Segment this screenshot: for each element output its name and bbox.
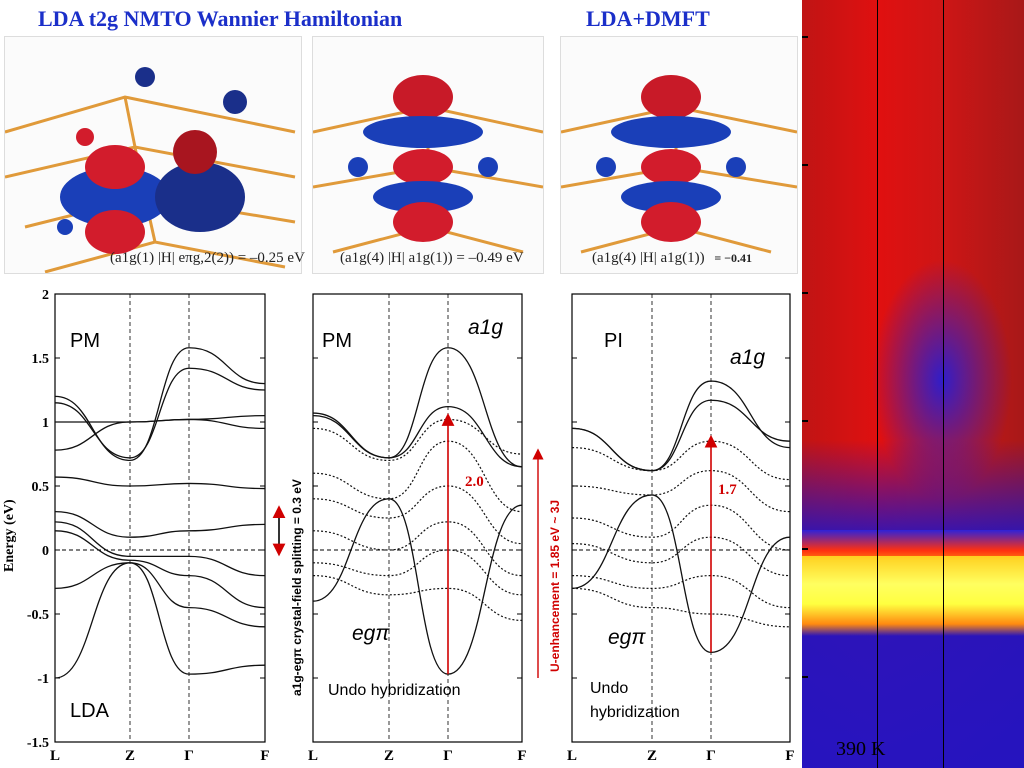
orbital-plot-2 [312,36,544,274]
y-tick-label: 1.5 [32,352,50,367]
orbital-figure-2 [312,75,544,254]
k-point-label: Γ [184,748,194,764]
panel2-tag: PM [322,330,352,352]
k-point-label: Z [647,748,657,764]
y-tick-label: 0.5 [32,480,50,495]
band-line-lda [54,521,266,577]
title-right: LDA+DMFT [586,6,710,31]
panel-frame [312,293,523,743]
band-line-egpi-pi [571,574,791,609]
orbital-plot-3 [560,36,798,274]
y-tick-label: -1.5 [27,736,49,751]
matrix-element-1: (a1g(1) |H| eπg,2(2)) = –0.25 eV [110,250,305,266]
band-line-lda [54,347,266,462]
k-point-label: F [517,748,526,764]
k-point-label: F [260,748,269,764]
matrix-element-3: (a1g(4) |H| a1g(1)) = −0.41 [592,250,752,267]
band-line-lda [54,414,266,451]
title-left-text: LDA t2g NMTO Wannier Hamiltonian [38,6,403,31]
spectral-qp-band [802,556,1024,636]
band-line-egpi-pi [571,470,791,513]
band-line-lda [54,562,266,628]
panel2-orbital-top: a1g [468,316,504,339]
band-line-lda [54,530,266,609]
spectral-divider-1 [877,0,878,768]
orbital-figure-3 [560,75,798,254]
band-line-lda [54,510,266,538]
band-line-lda [54,367,266,459]
temperature-label: 390 K [836,738,886,760]
panel3-orbital-bottom: egπ [608,626,646,649]
crystal-field-label: a1g-egπ crystal-field splitting = 0.3 eV [290,479,304,696]
k-point-label: L [50,748,60,764]
spectral-tick [802,164,808,166]
band-line-lda [54,562,266,679]
title-left: LDA t2g NMTO Wannier Hamiltonian [38,6,402,32]
panel3-gap-value: 1.7 [718,482,737,498]
spectral-map: 390 K [802,0,1024,768]
k-point-label: L [567,748,577,764]
spectral-tick [802,420,808,422]
panel2-orbital-bottom: egπ [352,622,390,645]
band-line-a1g-pm [312,347,523,468]
spectral-divider-2 [943,0,944,768]
y-tick-label: 2 [42,288,49,303]
u-enhancement-label: U-enhancement = 1.85 eV ~ 3J [548,499,562,672]
panel2-gap-value: 2.0 [465,474,484,490]
y-tick-label: -1 [37,672,49,687]
k-point-label: Z [125,748,135,764]
panel3-tag: PI [604,330,623,352]
band-structure-plots: L Z Γ F21.510.50-0.5-1-1.5L Z Γ F L Z Γ F [27,288,795,764]
y-axis-label: Energy (eV) [2,499,17,572]
k-point-label: L [308,748,318,764]
band-line-egpi-pi [571,536,791,577]
panel1-tag: PM [70,330,100,352]
band-line-egpi-pm [312,521,523,577]
panel1-bottom-tag: LDA [70,700,109,722]
k-point-label: F [785,748,794,764]
panel-frame [54,293,266,743]
orbital-plot-1 [4,36,302,274]
band-line-a1g-pm [312,498,523,675]
k-point-label: Γ [706,748,716,764]
panel3-orbital-top: a1g [730,346,766,369]
y-tick-label: 1 [42,416,49,431]
k-point-label: Γ [443,748,453,764]
band-line-egpi-pm [312,485,523,545]
band-line-egpi-pm [312,418,523,462]
matrix-element-2: (a1g(4) |H| a1g(1)) = –0.49 eV [340,250,524,266]
spectral-tick [802,548,808,550]
matrix-element-3-value: = −0.41 [714,251,753,265]
k-point-label: Z [384,748,394,764]
band-line-a1g-pi [571,399,791,472]
band-line-a1g-pi [571,494,791,654]
spectral-tick [802,36,808,38]
panel3-annotation-line1: Undo [590,680,629,697]
band-line-lda [54,476,266,490]
spectral-tick [802,292,808,294]
band-line-egpi-pm [312,440,523,513]
band-line-a1g-pm [312,405,523,468]
spectral-tick [802,676,808,678]
y-tick-label: -0.5 [27,608,49,623]
band-line-egpi-pi [571,440,791,481]
band-line-egpi-pi [571,587,791,628]
band-line-egpi-pi [571,504,791,551]
panel2-annotation: Undo hybridization [328,682,461,699]
panel3-annotation-line2: hybridization [590,704,680,721]
matrix-element-3-label: (a1g(4) |H| a1g(1)) [592,250,705,266]
y-tick-label: 0 [42,544,49,559]
band-line-egpi-pm [312,549,523,596]
orbital-figure-1 [4,67,296,274]
